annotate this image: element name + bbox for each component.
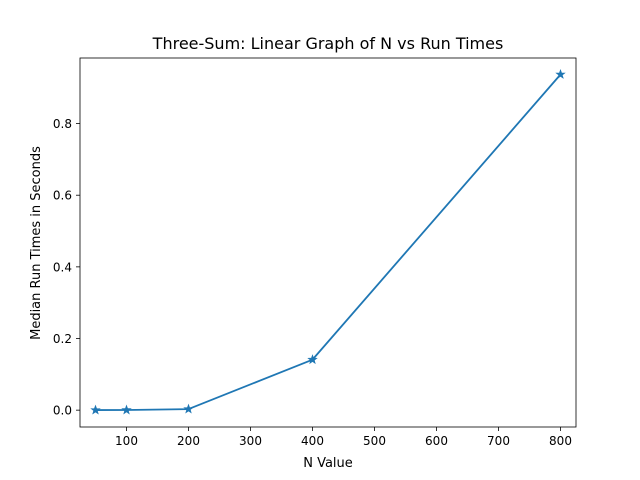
data-point-star-marker (121, 404, 132, 415)
x-tick-label: 100 (115, 434, 138, 448)
x-tick-label: 500 (363, 434, 386, 448)
plot-area-frame (79, 57, 577, 428)
x-tick-label: 200 (177, 434, 200, 448)
x-tick-label: 800 (549, 434, 572, 448)
y-tick-label: 0.6 (53, 189, 72, 203)
y-tick-label: 0.0 (53, 404, 72, 418)
data-point-star-marker (307, 354, 318, 365)
x-tick-label: 300 (239, 434, 262, 448)
y-tick-label: 0.4 (53, 260, 72, 274)
x-tick-label: 400 (301, 434, 324, 448)
series-layer (90, 69, 566, 415)
y-axis-label: Median Run Times in Seconds (29, 146, 44, 340)
data-point-star-marker (183, 403, 194, 414)
y-tick-label: 0.8 (53, 117, 72, 131)
y-axis-ticks: 0.0 0.2 0.4 0.6 0.8 (53, 117, 80, 418)
x-tick-label: 600 (425, 434, 448, 448)
x-axis-label: N Value (303, 456, 353, 471)
chart-title: Three-Sum: Linear Graph of N vs Run Time… (152, 34, 504, 53)
y-tick-label: 0.2 (53, 332, 72, 346)
data-point-star-marker (555, 69, 566, 79)
x-axis-ticks: 100 200 300 400 500 600 700 800 (115, 427, 572, 448)
x-tick-label: 700 (487, 434, 510, 448)
data-point-star-marker (90, 404, 101, 415)
